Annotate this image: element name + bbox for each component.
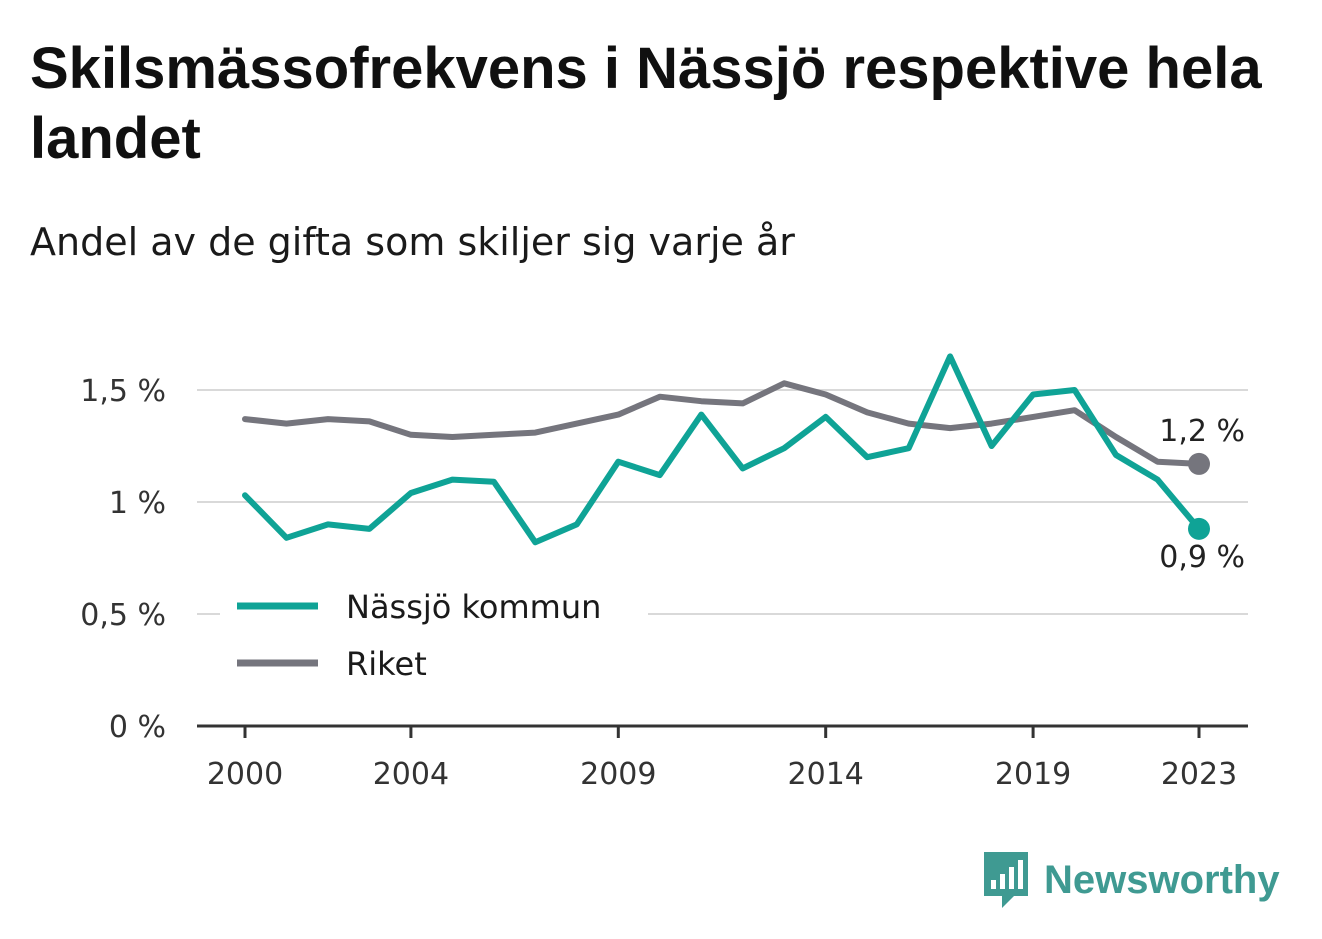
x-tick-label: 2014 — [788, 757, 864, 792]
y-tick-label: 0,5 % — [80, 598, 166, 633]
brand-logo: Newsworthy — [980, 850, 1280, 910]
series-line-riket — [242, 380, 1202, 467]
chart-title: Skilsmässofrekvens i Nässjö respektive h… — [30, 36, 1262, 171]
end-point-nassjo — [1188, 517, 1210, 540]
series-line-nassjo — [242, 353, 1202, 546]
chart-subtitle: Andel av de gifta som skiljer sig varje … — [30, 220, 795, 264]
legend-label-riket: Riket — [346, 645, 427, 683]
x-tick-label: 2019 — [995, 757, 1071, 792]
x-tick-label: 2004 — [373, 757, 449, 792]
y-tick-label: 1,5 % — [80, 374, 166, 409]
brand-name: Newsworthy — [1044, 857, 1280, 902]
legend-label-nassjo: Nässjö kommun — [346, 588, 601, 626]
y-tick-label: 0 % — [109, 710, 166, 745]
x-tick-label: 2023 — [1161, 757, 1237, 792]
x-tick-label: 2000 — [207, 757, 283, 792]
x-tick-label: 2009 — [580, 757, 656, 792]
end-point-riket — [1188, 452, 1210, 475]
end-label-nassjo: 0,9 % — [1159, 540, 1245, 575]
legend-background — [220, 580, 648, 690]
y-tick-label: 1 % — [109, 486, 166, 521]
end-label-riket: 1,2 % — [1159, 414, 1245, 449]
bar-chart-speech-bubble-icon — [984, 852, 1028, 908]
